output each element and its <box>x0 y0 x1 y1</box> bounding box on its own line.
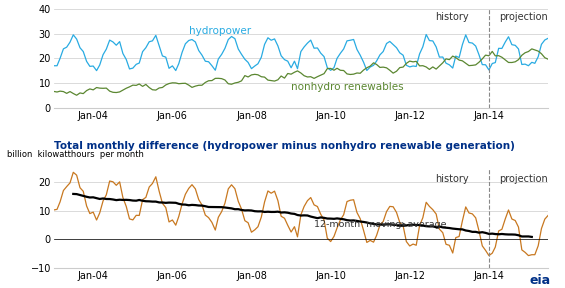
Text: history: history <box>436 174 469 184</box>
Text: hydropower: hydropower <box>189 26 251 36</box>
Text: projection: projection <box>499 174 547 184</box>
Text: billion  kilowatthours  per month: billion kilowatthours per month <box>7 150 144 159</box>
Text: 12-month  moving  average: 12-month moving average <box>314 219 446 229</box>
Text: projection: projection <box>499 12 547 22</box>
Text: Total monthly difference (hydropower minus nonhydro renewable generation): Total monthly difference (hydropower min… <box>54 141 515 151</box>
Text: history: history <box>436 12 469 22</box>
Text: nonhydro renewables: nonhydro renewables <box>291 82 404 92</box>
Text: eia: eia <box>530 274 551 287</box>
